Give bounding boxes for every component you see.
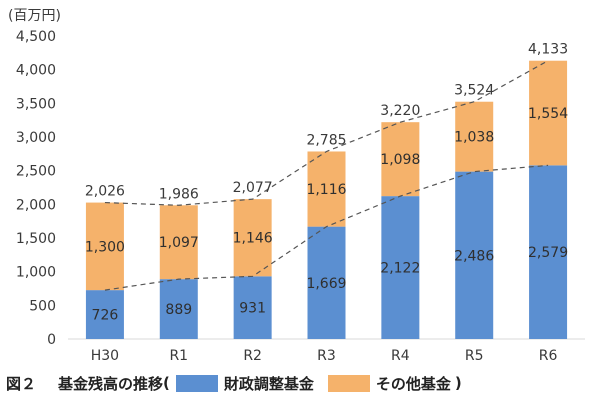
total-value-label: 2,026	[85, 184, 125, 200]
segment-value-label: 1,116	[306, 182, 346, 198]
segment-value-label: 2,486	[454, 248, 494, 264]
bar-segment-fiscal-adjustment	[233, 276, 272, 339]
legend-close-paren: )	[454, 374, 462, 392]
trend-line-fiscal-adjustment	[104, 164, 549, 291]
segment-value-label: 2,122	[380, 261, 420, 277]
total-value-label: 1,986	[159, 186, 199, 202]
bar-segment-fiscal-adjustment	[307, 226, 346, 339]
total-value-label: 2,785	[306, 132, 346, 148]
y-tick-label: 2,500	[16, 164, 56, 180]
bar-segment-other-funds	[159, 205, 198, 280]
total-value-label: 3,524	[454, 83, 494, 99]
x-tick-label: R5	[465, 348, 484, 364]
segment-value-label: 1,098	[380, 152, 420, 168]
y-axis: 0 500 1,000 1,500 2,000 2,500 3,000 3,500 4,000 4…	[16, 29, 56, 348]
legend-open-paren: (	[163, 374, 170, 392]
total-value-label: 4,133	[528, 42, 568, 58]
legend-label-fiscal-adjustment: 財政調整基金	[223, 374, 314, 393]
segment-value-label: 889	[165, 302, 192, 318]
y-tick-label: 3,500	[16, 96, 56, 112]
trend-line-total	[104, 60, 549, 206]
y-tick-label: 1,500	[16, 231, 56, 247]
segment-value-label: 1,038	[454, 130, 494, 146]
figure-number: 図２	[6, 374, 37, 393]
figure-title: 基金残高の推移	[58, 374, 164, 393]
x-tick-label: R4	[391, 348, 410, 364]
x-axis: H30 R1 R2 R3 R4 R5 R6	[68, 338, 585, 364]
bar-segment-other-funds	[85, 202, 124, 291]
bar-segment-other-funds	[381, 122, 420, 197]
segment-value-label: 931	[239, 301, 266, 317]
unit-label: (百万円)	[8, 8, 61, 24]
x-tick-label: R3	[317, 348, 336, 364]
y-tick-label: 1,000	[16, 265, 56, 281]
bar-segment-fiscal-adjustment	[455, 171, 494, 339]
bar-segment-other-funds	[529, 60, 568, 166]
bar-segment-fiscal-adjustment	[159, 279, 198, 339]
x-tick-label: R1	[169, 348, 188, 364]
total-value-label: 3,220	[380, 103, 420, 119]
trend-lines	[104, 60, 549, 291]
x-tick-label: R6	[539, 348, 558, 364]
bar-segment-fiscal-adjustment	[381, 196, 420, 339]
data-labels: 726 1,300 2,026 889 1,097 1,986 931 1,146 2,077 1…	[85, 42, 568, 324]
y-tick-label: 500	[29, 298, 56, 314]
bar-segment-other-funds	[233, 199, 272, 277]
x-tick-label: H30	[91, 348, 119, 364]
x-tick-label: R2	[243, 348, 262, 364]
bar-segment-other-funds	[455, 101, 494, 172]
segment-value-label: 1,669	[306, 276, 346, 292]
chart-caption: 図２ 基金残高の推移 ( 財政調整基金 その他基金 )	[6, 368, 462, 398]
segment-value-label: 1,300	[85, 239, 125, 255]
segment-value-label: 2,579	[528, 245, 568, 261]
bar-segment-fiscal-adjustment	[529, 165, 568, 339]
y-tick-label: 4,000	[16, 63, 56, 79]
bar-segment-fiscal-adjustment	[85, 290, 124, 339]
total-value-label: 2,077	[233, 180, 273, 196]
y-tick-label: 0	[47, 332, 56, 348]
segment-value-label: 726	[92, 308, 119, 324]
bar-segment-other-funds	[307, 151, 346, 227]
segment-value-label: 1,554	[528, 106, 568, 122]
legend-swatch-fiscal-adjustment	[175, 374, 218, 392]
segment-value-label: 1,097	[159, 235, 199, 251]
y-tick-label: 4,500	[16, 29, 56, 45]
segment-value-label: 1,146	[233, 231, 273, 247]
y-tick-label: 2,000	[16, 197, 56, 213]
stacked-bar-chart: (百万円) 0 500 1,000 1,500 2,000 2,500 3,000 3,500…	[8, 8, 585, 364]
y-tick-label: 3,000	[16, 130, 56, 146]
bars	[85, 60, 568, 339]
legend-label-other-funds: その他基金	[375, 374, 451, 393]
legend-swatch-other-funds	[327, 374, 370, 392]
